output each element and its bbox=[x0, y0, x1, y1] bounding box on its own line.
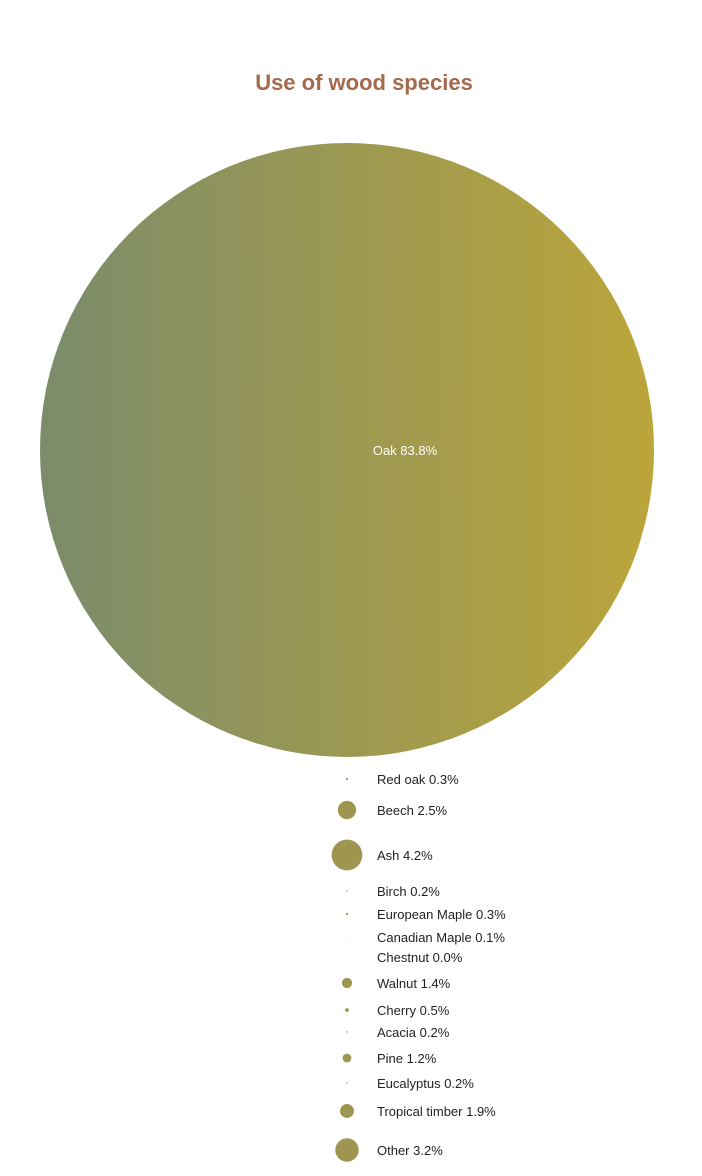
bubble-eucalyptus bbox=[346, 1082, 348, 1084]
bubble-walnut bbox=[341, 977, 353, 989]
label-acacia: Acacia 0.2% bbox=[377, 1025, 450, 1040]
bubble-other bbox=[335, 1138, 359, 1162]
bubble-red-oak bbox=[345, 777, 349, 781]
label-beech: Beech 2.5% bbox=[377, 803, 448, 818]
label-walnut: Walnut 1.4% bbox=[377, 976, 451, 991]
label-red-oak: Red oak 0.3% bbox=[377, 772, 459, 787]
label-birch: Birch 0.2% bbox=[377, 884, 440, 899]
label-cherry: Cherry 0.5% bbox=[377, 1003, 450, 1018]
bubble-cherry bbox=[345, 1008, 349, 1012]
bubble-beech bbox=[337, 800, 357, 820]
chart-title: Use of wood species bbox=[255, 70, 473, 95]
bubble-ash bbox=[331, 839, 363, 871]
label-oak: Oak 83.8% bbox=[373, 443, 438, 458]
label-ash: Ash 4.2% bbox=[377, 848, 433, 863]
label-european-maple: European Maple 0.3% bbox=[377, 907, 506, 922]
label-canadian-maple: Canadian Maple 0.1% bbox=[377, 930, 505, 945]
label-other: Other 3.2% bbox=[377, 1143, 443, 1158]
label-tropical-timber: Tropical timber 1.9% bbox=[377, 1104, 496, 1119]
bubble-canadian-maple bbox=[346, 936, 348, 938]
bubble-european-maple bbox=[345, 912, 349, 916]
bubble-tropical-timber bbox=[340, 1104, 354, 1118]
bubble-pine bbox=[342, 1053, 352, 1063]
label-chestnut: Chestnut 0.0% bbox=[377, 950, 463, 965]
bubble-acacia bbox=[346, 1031, 348, 1033]
label-pine: Pine 1.2% bbox=[377, 1051, 437, 1066]
label-eucalyptus: Eucalyptus 0.2% bbox=[377, 1076, 474, 1091]
bubble-birch bbox=[346, 890, 348, 892]
bubble-oak bbox=[40, 143, 654, 757]
